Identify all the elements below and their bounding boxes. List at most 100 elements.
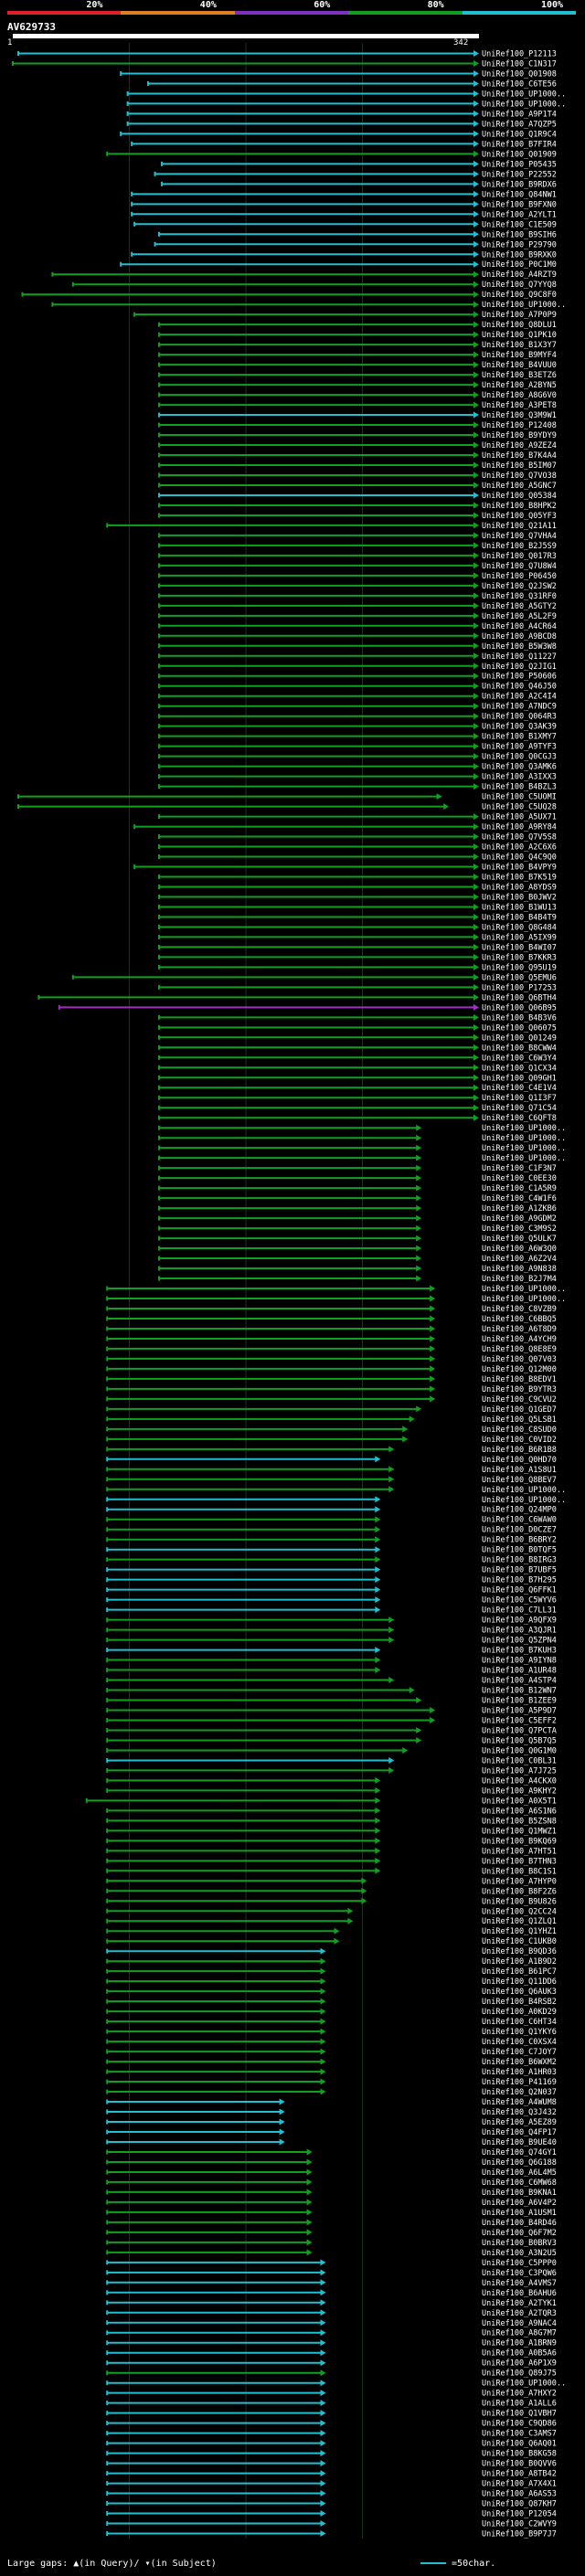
hit-start-tick — [106, 1316, 109, 1321]
hit-label: UniRef100_Q1YKY6 — [482, 2028, 557, 2037]
hit-label: UniRef100_A3N2U5 — [482, 2249, 557, 2258]
hit-arrow-icon — [473, 612, 479, 620]
hit-arrow-icon — [388, 1677, 395, 1684]
hit-label: UniRef100_B1ZEE9 — [482, 1697, 557, 1706]
hit-label: UniRef100_B3ETZ6 — [482, 371, 557, 380]
hit-label: UniRef100_B4RSB2 — [482, 1998, 557, 2007]
hit-label: UniRef100_C1UKB0 — [482, 1937, 557, 1946]
hit-label: UniRef100_C5WYV6 — [482, 1596, 557, 1606]
hit-start-tick — [161, 181, 164, 186]
hit-label: UniRef100_B4BZL3 — [482, 783, 557, 792]
hit-start-tick — [126, 121, 129, 126]
hit-label: UniRef100_B9YDY9 — [482, 431, 557, 440]
scale-text: =50char. — [452, 2559, 496, 2569]
hit-arrow-icon — [473, 652, 479, 660]
hit-start-tick — [158, 954, 161, 959]
hit-label: UniRef100_Q11227 — [482, 652, 557, 662]
hit-label: UniRef100_A2C4I4 — [482, 693, 557, 702]
hit-arrow-icon — [473, 492, 479, 499]
hit-label: UniRef100_Q1MWZ1 — [482, 1827, 557, 1836]
hit-label: UniRef100_A4STP4 — [482, 1677, 557, 1686]
hit-arrow-icon — [375, 1827, 381, 1834]
hit-arrow-icon — [416, 1144, 422, 1151]
hit-label: UniRef100_Q7PCTA — [482, 1726, 557, 1735]
hit-start-tick — [158, 402, 161, 408]
hit-label: UniRef100_B0QVV6 — [482, 2460, 557, 2469]
hit-arrow-icon — [473, 49, 479, 57]
hit-label: UniRef100_Q8E8E9 — [482, 1345, 557, 1354]
legend-segment — [462, 11, 576, 15]
hit-label: UniRef100_C3AMS7 — [482, 2430, 557, 2439]
hit-label: UniRef100_Q5EMU6 — [482, 973, 557, 982]
hit-arrow-icon — [473, 1023, 479, 1031]
hit-label: UniRef100_Q6BTH4 — [482, 993, 557, 1002]
hit-label: UniRef100_Q8DLU1 — [482, 321, 557, 330]
hit-start-tick — [106, 1547, 109, 1553]
legend-label: 100% — [541, 0, 564, 10]
hit-start-tick — [158, 734, 161, 739]
hit-label: UniRef100_A1S8U1 — [482, 1466, 557, 1475]
hit-arrow-icon — [416, 1124, 422, 1131]
hit-arrow-icon — [375, 1566, 381, 1574]
hit-arrow-icon — [320, 1988, 326, 1995]
hit-arrow-icon — [430, 1305, 436, 1312]
hit-start-tick — [106, 1698, 109, 1703]
hit-arrow-icon — [416, 1194, 422, 1202]
hit-arrow-icon — [473, 130, 479, 137]
hit-arrow-icon — [473, 1003, 479, 1011]
hit-start-tick — [106, 1336, 109, 1341]
hit-start-tick — [106, 2019, 109, 2024]
hit-arrow-icon — [473, 773, 479, 780]
hit-label: UniRef100_B9MYF4 — [482, 351, 557, 360]
hit-arrow-icon — [320, 2309, 326, 2316]
hit-label: UniRef100_A9QFX9 — [482, 1617, 557, 1626]
hit-label: UniRef100_P12054 — [482, 2510, 557, 2519]
hit-start-tick — [158, 964, 161, 970]
hit-arrow-icon — [388, 1637, 395, 1644]
hit-label: UniRef100_B9RDX6 — [482, 180, 557, 189]
hit-label: UniRef100_B7KKR3 — [482, 953, 557, 962]
hit-label: UniRef100_B4VPY9 — [482, 864, 557, 873]
hit-arrow-icon — [430, 1706, 436, 1713]
hit-label: UniRef100_Q7U8W4 — [482, 562, 557, 571]
hit-start-tick — [106, 2491, 109, 2496]
hit-arrow-icon — [473, 1044, 479, 1051]
hit-start-tick — [106, 151, 109, 156]
hit-arrow-icon — [473, 250, 479, 258]
hit-label: UniRef100_B4VUU0 — [482, 361, 557, 370]
hit-start-tick — [106, 2099, 109, 2104]
hit-arrow-icon — [473, 1074, 479, 1081]
hit-label: UniRef100_Q1CX34 — [482, 1064, 557, 1073]
hit-label: UniRef100_A8G6V0 — [482, 391, 557, 400]
hit-arrow-icon — [416, 1275, 422, 1282]
hit-label: UniRef100_A2BYN5 — [482, 381, 557, 390]
hit-start-tick — [12, 60, 14, 66]
hit-arrow-icon — [375, 1506, 381, 1513]
hit-start-tick — [106, 1968, 109, 1974]
hit-arrow-icon — [416, 1265, 422, 1272]
hit-label: UniRef100_UP1000.. — [482, 1496, 566, 1505]
hit-start-tick — [106, 2109, 109, 2115]
hit-arrow-icon — [473, 833, 479, 841]
hit-label: UniRef100_A2TYK1 — [482, 2299, 557, 2308]
hit-label: UniRef100_Q3J432 — [482, 2108, 557, 2117]
hit-label: UniRef100_A9NAC4 — [482, 2319, 557, 2328]
hit-start-tick — [106, 2451, 109, 2456]
hit-arrow-icon — [320, 2500, 326, 2507]
hit-label: UniRef100_UP1000.. — [482, 1124, 566, 1133]
hit-start-tick — [106, 2380, 109, 2386]
hit-start-tick — [158, 854, 161, 860]
hit-arrow-icon — [473, 59, 479, 67]
hit-arrow-icon — [388, 1476, 395, 1483]
hit-start-tick — [51, 302, 54, 307]
hit-start-tick — [131, 191, 133, 196]
hit-label: UniRef100_B8EDV1 — [482, 1375, 557, 1384]
hit-arrow-icon — [375, 1667, 381, 1674]
hit-label: UniRef100_A1B9D2 — [482, 1957, 557, 1966]
hit-start-tick — [106, 2119, 109, 2125]
hit-arrow-icon — [473, 472, 479, 479]
hit-start-tick — [106, 1436, 109, 1442]
hit-start-tick — [106, 2159, 109, 2165]
hit-start-tick — [158, 744, 161, 749]
hit-start-tick — [106, 1818, 109, 1823]
